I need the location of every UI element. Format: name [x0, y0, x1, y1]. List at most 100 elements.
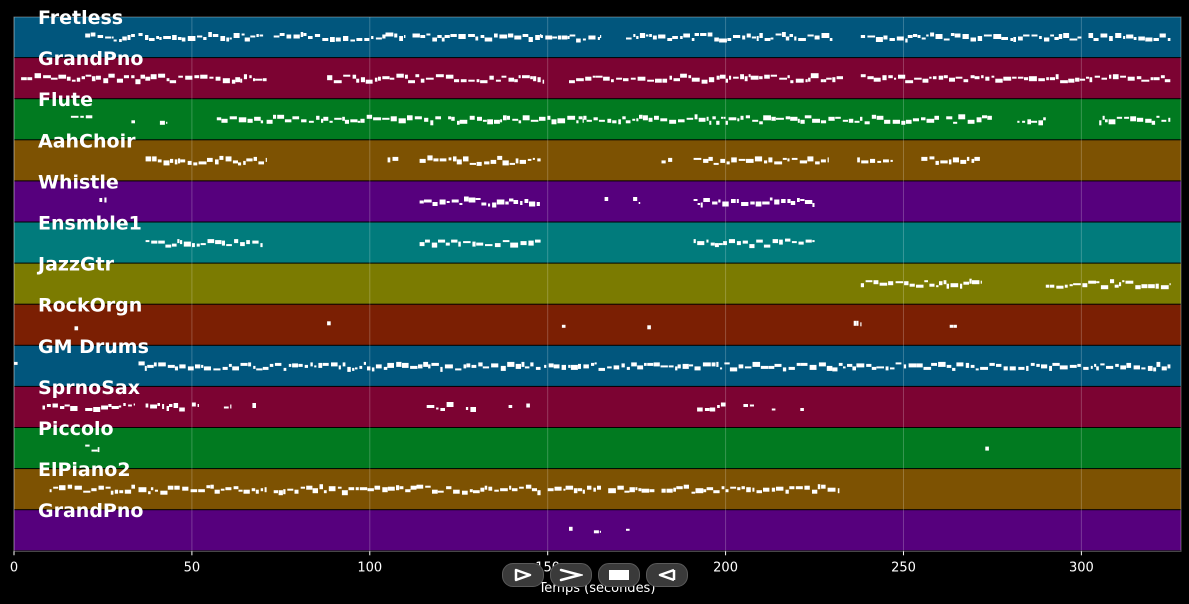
note-mark: [1141, 284, 1148, 289]
note-mark: [255, 489, 259, 494]
note-mark: [1088, 280, 1096, 284]
note-mark: [96, 75, 101, 80]
note-mark: [703, 198, 710, 202]
note-mark: [709, 407, 716, 412]
note-mark: [649, 489, 655, 493]
note-mark: [794, 36, 797, 41]
note-mark: [408, 80, 415, 84]
note-mark: [308, 120, 314, 123]
note-mark: [500, 119, 503, 123]
note-mark: [440, 408, 445, 411]
note-mark: [487, 119, 493, 125]
note-mark: [1141, 79, 1150, 82]
note-mark: [500, 365, 506, 371]
note-mark: [108, 404, 112, 407]
note-mark: [348, 487, 355, 491]
note-mark: [788, 366, 795, 370]
note-mark: [759, 33, 763, 38]
note-mark: [740, 115, 744, 120]
note-mark: [626, 37, 632, 40]
note-mark: [402, 362, 409, 368]
note-mark: [720, 74, 726, 79]
note-mark: [459, 203, 463, 205]
note-mark: [240, 362, 248, 366]
note-mark: [432, 202, 438, 206]
note-mark: [864, 121, 870, 125]
note-mark: [105, 36, 111, 39]
note-mark: [1101, 77, 1107, 80]
note-mark: [469, 162, 476, 165]
note-mark: [466, 363, 471, 368]
note-mark: [468, 34, 475, 37]
note-mark: [635, 487, 638, 491]
note-mark: [509, 485, 512, 490]
note-mark: [253, 365, 256, 369]
note-mark: [252, 240, 259, 244]
note-mark: [693, 199, 698, 201]
note-mark: [470, 407, 476, 412]
note-mark: [552, 36, 558, 39]
note-mark: [524, 366, 530, 369]
note-mark: [323, 116, 329, 121]
stop-button[interactable]: [598, 563, 640, 587]
note-mark: [229, 116, 237, 120]
note-mark: [921, 156, 928, 161]
note-mark: [230, 404, 232, 409]
note-mark: [905, 119, 912, 124]
play-button[interactable]: [502, 563, 544, 587]
note-mark: [122, 36, 127, 41]
note-mark: [1110, 279, 1115, 284]
note-mark: [1089, 77, 1093, 83]
note-mark: [260, 120, 264, 124]
note-mark: [1075, 77, 1080, 82]
note-mark: [233, 33, 240, 38]
note-mark: [593, 487, 596, 492]
note-mark: [991, 75, 995, 78]
note-mark: [708, 156, 713, 161]
note-mark: [658, 34, 666, 39]
note-mark: [647, 362, 654, 366]
note-mark: [360, 77, 365, 83]
note-mark: [724, 362, 730, 365]
note-mark: [510, 242, 519, 248]
note-mark: [306, 485, 313, 490]
fast-forward-button[interactable]: [550, 563, 592, 587]
rewind-button[interactable]: [646, 563, 688, 587]
note-mark: [795, 78, 804, 83]
note-mark: [582, 118, 584, 123]
note-mark: [405, 74, 408, 79]
note-mark: [974, 156, 980, 161]
note-mark: [104, 197, 107, 203]
note-mark: [641, 488, 650, 493]
note-mark: [967, 119, 975, 124]
note-mark: [723, 241, 727, 246]
note-mark: [520, 201, 523, 205]
note-mark: [1100, 33, 1108, 38]
note-mark: [509, 198, 514, 202]
note-mark: [259, 34, 264, 37]
note-mark: [943, 38, 950, 41]
note-mark: [478, 362, 483, 367]
note-mark: [578, 363, 581, 369]
note-mark: [1155, 283, 1159, 289]
note-mark: [64, 404, 70, 407]
note-mark: [921, 117, 926, 121]
note-mark: [809, 364, 817, 370]
note-mark: [754, 156, 763, 162]
note-mark: [653, 362, 660, 367]
note-mark: [502, 240, 510, 243]
note-mark: [465, 407, 469, 410]
note-mark: [752, 119, 759, 122]
note-mark: [314, 34, 321, 37]
note-mark: [529, 201, 536, 207]
note-mark: [1099, 120, 1102, 126]
note-mark: [901, 120, 906, 125]
note-mark: [772, 239, 779, 244]
note-mark: [701, 79, 708, 84]
note-mark: [521, 361, 525, 367]
note-mark: [458, 34, 466, 39]
note-mark: [333, 80, 342, 84]
note-mark: [926, 118, 935, 123]
note-mark: [1145, 118, 1152, 123]
note-mark: [737, 487, 741, 491]
